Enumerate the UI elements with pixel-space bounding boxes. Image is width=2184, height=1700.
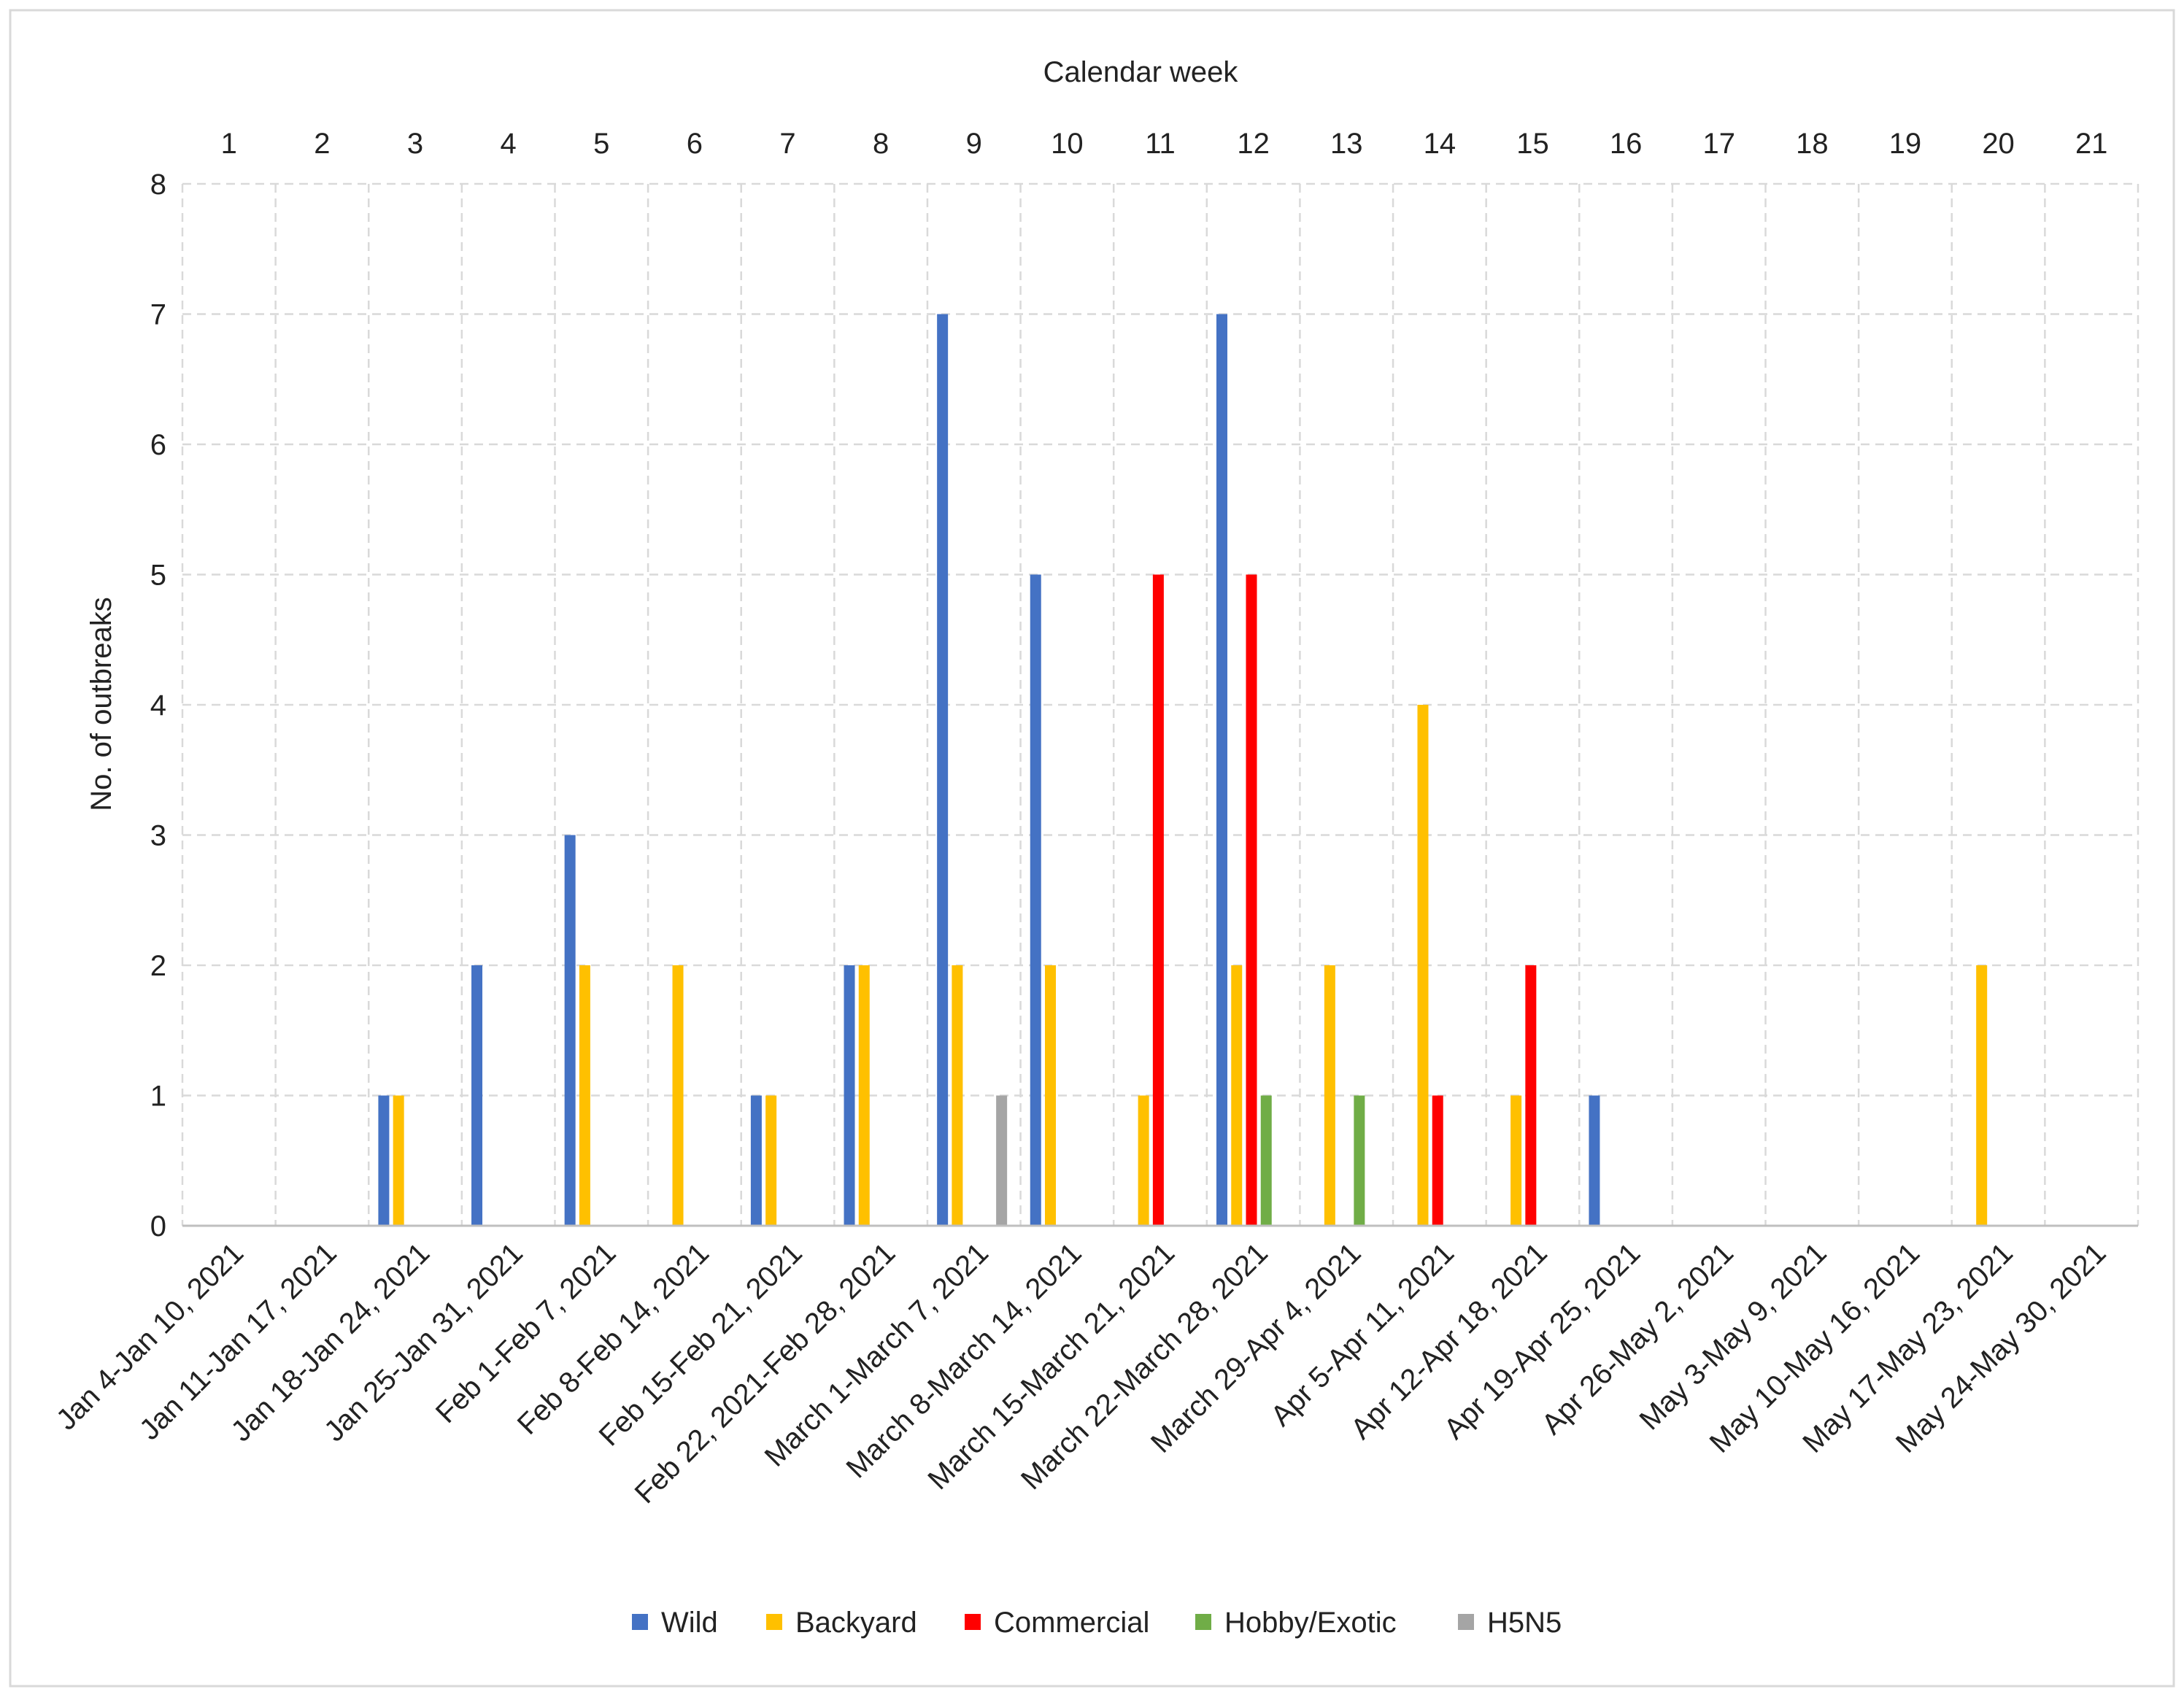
y-tick-label: 8 [150, 169, 166, 201]
bar-commercial [1152, 574, 1164, 1226]
y-tick-label: 0 [150, 1210, 166, 1243]
week-number-label: 6 [687, 128, 703, 160]
week-number-label: 13 [1330, 128, 1363, 160]
bar-wild [471, 965, 483, 1226]
y-tick-label: 6 [150, 429, 166, 461]
legend: Wild Backyard Commercial Hobby/Exotic H5N5 [632, 1607, 1562, 1639]
legend-swatch [766, 1614, 782, 1630]
bar-backyard [765, 1095, 777, 1226]
bar-wild [1589, 1095, 1600, 1226]
bar-backyard [952, 965, 963, 1226]
chart-border [9, 9, 2175, 1688]
bar-backyard [858, 965, 870, 1226]
week-number-label: 7 [779, 128, 795, 160]
week-number-label: 15 [1516, 128, 1549, 160]
bar-backyard [1231, 965, 1243, 1226]
legend-swatch [1195, 1614, 1211, 1630]
bar-backyard [672, 965, 684, 1226]
bar-backyard [1324, 965, 1335, 1226]
legend-label: Hobby/Exotic [1224, 1607, 1397, 1639]
legend-label: Wild [661, 1607, 718, 1639]
bar-commercial [1432, 1095, 1443, 1226]
bar-commercial [1246, 574, 1257, 1226]
y-tick-label: 5 [150, 560, 166, 592]
bar-backyard [1417, 705, 1429, 1226]
week-number-label: 17 [1702, 128, 1735, 160]
week-number-label: 11 [1145, 128, 1176, 160]
bars [378, 314, 1988, 1226]
week-number-label: 12 [1237, 128, 1270, 160]
y-tick-label: 1 [150, 1081, 166, 1113]
legend-label: Commercial [994, 1607, 1149, 1639]
bar-hobby-exotic [1260, 1095, 1272, 1226]
bar-wild [564, 835, 576, 1226]
bar-wild [378, 1095, 390, 1226]
y-axis-label: No. of outbreaks [85, 597, 117, 811]
week-number-label: 8 [873, 128, 889, 160]
week-number-label: 5 [593, 128, 609, 160]
week-number-label: 14 [1424, 128, 1456, 160]
week-number-label: 21 [2075, 128, 2108, 160]
bar-wild [844, 965, 855, 1226]
bar-commercial [1525, 965, 1537, 1226]
week-number-label: 19 [1889, 128, 1922, 160]
bar-wild [1030, 574, 1041, 1226]
week-number-label: 1 [221, 128, 237, 160]
bar-backyard [579, 965, 590, 1226]
y-tick-label: 7 [150, 299, 166, 331]
y-tick-label: 2 [150, 950, 166, 982]
legend-label: Backyard [795, 1607, 917, 1639]
week-number-label: 4 [501, 128, 517, 160]
chart-title: Calendar week [1043, 56, 1239, 88]
bar-wild [1216, 314, 1227, 1226]
bar-wild [937, 314, 949, 1226]
week-number-label: 18 [1796, 128, 1829, 160]
bar-wild [750, 1095, 762, 1226]
y-tick-label: 4 [150, 689, 166, 722]
bar-backyard [1510, 1095, 1522, 1226]
legend-swatch [632, 1614, 648, 1630]
bar-backyard [393, 1095, 404, 1226]
legend-swatch [965, 1614, 981, 1630]
week-number-label: 20 [1982, 128, 2015, 160]
bar-h5n5 [996, 1095, 1008, 1226]
bar-backyard [1138, 1095, 1149, 1226]
week-number-label: 16 [1610, 128, 1643, 160]
bar-hobby-exotic [1354, 1095, 1365, 1226]
week-number-label: 2 [314, 128, 330, 160]
legend-swatch [1458, 1614, 1474, 1630]
legend-label: H5N5 [1487, 1607, 1562, 1639]
bar-backyard [1045, 965, 1057, 1226]
bar-backyard [1976, 965, 1988, 1226]
y-tick-label: 3 [150, 820, 166, 852]
week-number-label: 10 [1051, 128, 1084, 160]
week-number-label: 3 [407, 128, 423, 160]
week-number-label: 9 [966, 128, 982, 160]
